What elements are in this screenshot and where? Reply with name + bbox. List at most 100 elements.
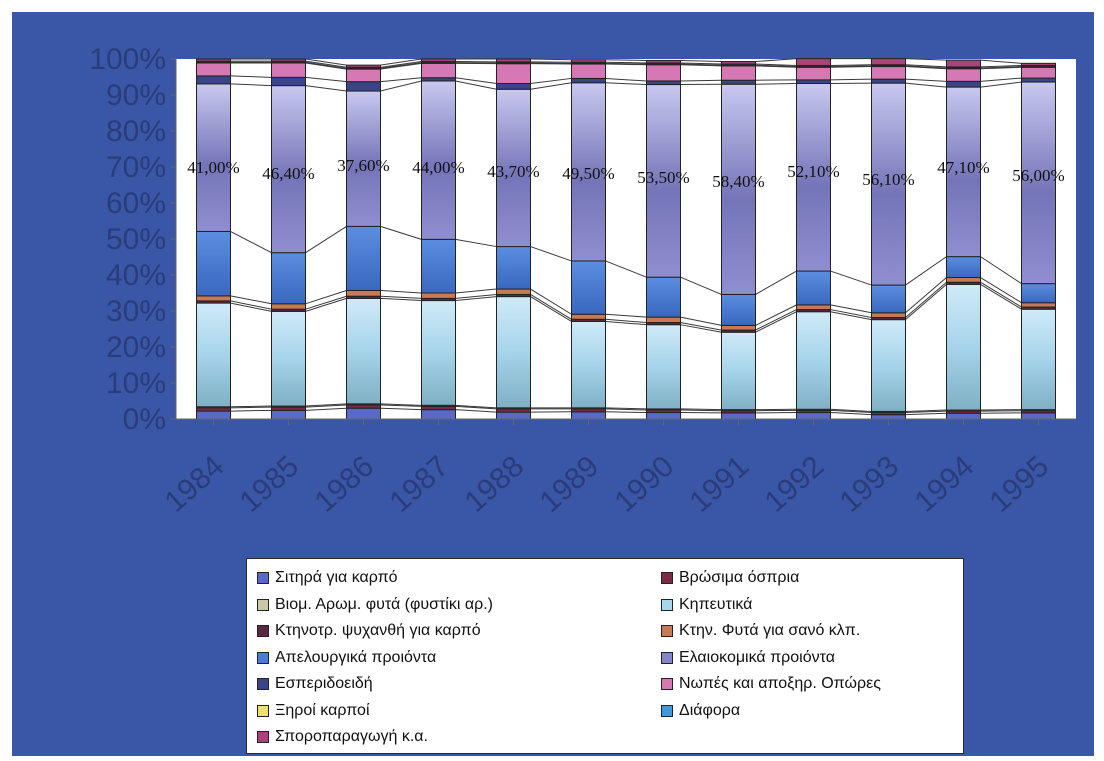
bar-segment-1988-13 [496, 58, 531, 63]
bar-segment-1989-10 [571, 63, 606, 79]
connector-line-6 [230, 277, 1022, 326]
y-tick-label: 30% [106, 295, 166, 328]
bar-segment-1991-4 [721, 331, 756, 411]
legend-label: Κτην. Φυτά για σανό κλπ. [679, 622, 861, 639]
bar-segment-1990-1 [646, 412, 681, 420]
bar-segment-1987-10 [421, 62, 456, 79]
bar-segment-1994-6 [946, 277, 981, 283]
bar-segment-1992-4 [796, 311, 831, 410]
bar-segment-1984-4 [196, 302, 231, 408]
series-connector-lines [230, 58, 1022, 416]
legend-item-12: Διάφορα [661, 698, 740, 724]
bar-segment-1987-6 [421, 292, 456, 299]
connector-line-1 [230, 407, 1022, 416]
bar-segment-1985-8 [271, 85, 306, 254]
bar-segment-1988-4 [496, 296, 531, 409]
bar-segment-1985-13 [271, 58, 306, 62]
legend-item-6: Κτην. Φυτά για σανό κλπ. [661, 618, 860, 644]
bar-segment-1993-4 [871, 319, 906, 412]
bar-segment-1990-9 [646, 80, 681, 86]
bar-segment-1990-7 [646, 276, 681, 318]
bar-segment-1985-10 [271, 62, 306, 78]
bar-segment-1992-10 [796, 66, 831, 81]
bar-segment-1986-13 [346, 64, 381, 68]
data-label-1994: 47,10% [937, 158, 989, 177]
legend-swatch [257, 572, 269, 584]
y-tick-label: 60% [106, 187, 166, 220]
bar-segment-1990-13 [646, 59, 681, 64]
bar-segment-1992-9 [796, 79, 831, 84]
bar-segment-1995-9 [1021, 77, 1056, 83]
connector-line-7 [230, 225, 1022, 295]
bar-segment-1988-7 [496, 246, 531, 290]
x-tick-label-1989: 1989 [533, 450, 605, 519]
bar-segment-1991-6 [721, 324, 756, 331]
legend-swatch [661, 678, 673, 690]
legend-swatch [257, 704, 269, 717]
bar-segment-1985-1 [271, 409, 306, 420]
bar-segment-1986-7 [346, 225, 381, 291]
bar-segment-1986-8 [346, 90, 381, 227]
legend-item-10: Νωπές και αποξηρ. Οπώρες [661, 671, 881, 697]
bar-segment-1986-4 [346, 297, 381, 405]
bar-segment-1988-1 [496, 411, 531, 420]
x-tick-label-1988: 1988 [458, 450, 530, 519]
bar-segment-1989-8 [571, 82, 606, 262]
connector-line-13 [230, 58, 1022, 66]
data-label-1989: 49,50% [562, 164, 614, 183]
bar-segment-1993-8 [871, 82, 906, 286]
bar-segment-1984-7 [196, 230, 231, 297]
bar-segment-1984-9 [196, 75, 231, 85]
bar-segment-1991-9 [721, 79, 756, 85]
bar-segment-1986-10 [346, 68, 381, 83]
legend-swatch [257, 625, 269, 637]
y-tick-label: 40% [106, 259, 166, 292]
legend-label: Νωπές και αποξηρ. Οπώρες [679, 675, 881, 692]
plot-area [176, 59, 1076, 419]
data-label-1993: 56,10% [862, 170, 914, 189]
bar-segment-1991-10 [721, 65, 756, 81]
data-label-1992: 52,10% [787, 162, 839, 181]
bar-segment-1985-7 [271, 252, 306, 305]
stacked-bar-chart: 0%10%20%30%40%50%60%70%80%90%100% 1984 19… [89, 43, 1076, 519]
connector-line-2 [230, 404, 1022, 414]
bar-segment-1994-9 [946, 80, 981, 88]
x-tick-label-1985: 1985 [233, 450, 305, 519]
legend-swatch [661, 572, 673, 584]
bar-segment-1988-8 [496, 88, 531, 248]
bar-segment-1985-6 [271, 303, 306, 310]
bar-segment-1991-7 [721, 293, 756, 326]
bar-segment-1990-10 [646, 64, 681, 82]
x-tick-label-1987: 1987 [383, 450, 455, 519]
connector-line-9 [230, 75, 1022, 84]
legend-label: Διάφορα [679, 701, 741, 719]
y-tick-label: 50% [106, 223, 166, 256]
bar-segment-1987-13 [421, 58, 456, 63]
legend-swatch [661, 598, 673, 611]
legend-label: Κηπευτικά [679, 595, 753, 613]
bar-segment-1993-10 [871, 66, 906, 80]
legend-swatch [257, 731, 269, 743]
bar-segment-1990-4 [646, 324, 681, 410]
bar-segment-1993-13 [871, 58, 906, 66]
bar-segment-1995-7 [1021, 283, 1056, 304]
connector-line-10 [230, 62, 1022, 70]
y-tick-label: 0% [123, 403, 166, 436]
bar-segment-1989-1 [571, 411, 606, 420]
x-tick-label-1994: 1994 [908, 450, 980, 519]
bar-segment-1986-1 [346, 407, 381, 420]
legend-swatch [257, 598, 269, 611]
bar-segment-1989-4 [571, 320, 606, 409]
legend-label: Σποροπαραγωγή κ.α. [275, 728, 428, 745]
connector-line-11 [230, 61, 1022, 69]
bar-segment-1986-6 [346, 289, 381, 297]
y-tick-label: 10% [106, 367, 166, 400]
bar-segment-1987-8 [421, 80, 456, 240]
bar-segment-1985-9 [271, 76, 306, 87]
legend-label: Εσπεριδοειδή [275, 675, 373, 692]
connector-line-4 [230, 283, 1022, 333]
bar-segment-1988-6 [496, 288, 531, 295]
data-label-1987: 44,00% [412, 158, 464, 177]
bar-segment-1994-1 [946, 412, 981, 420]
legend-label: Απελουργικά προιόντα [275, 648, 437, 666]
